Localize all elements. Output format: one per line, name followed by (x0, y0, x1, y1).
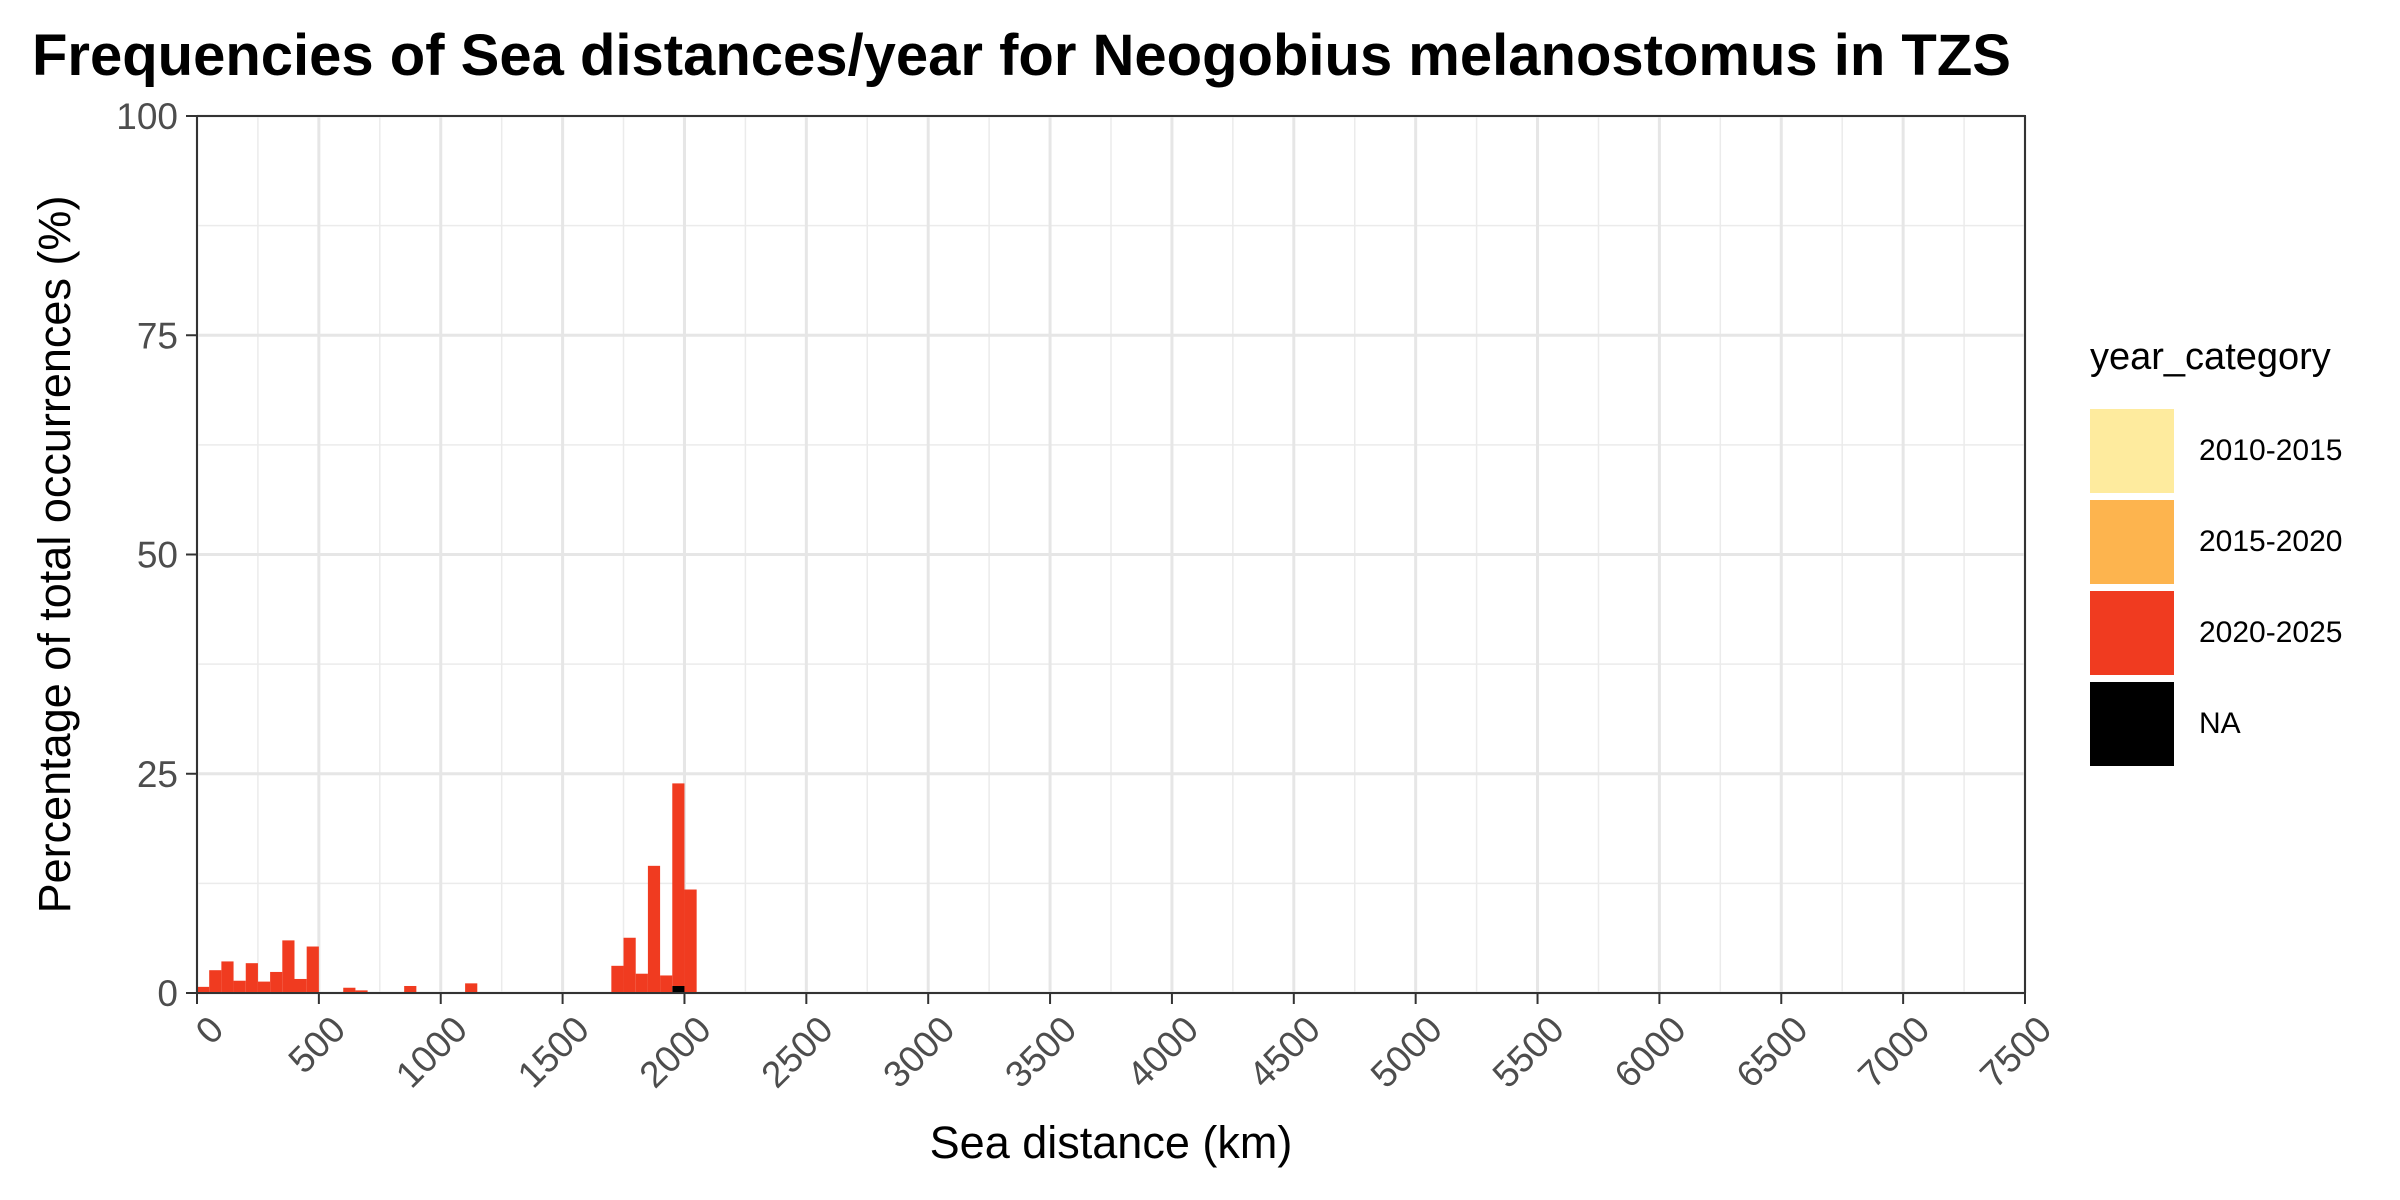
bar-2020-2025 (233, 980, 246, 993)
bar-2020-2025 (294, 978, 307, 993)
bar-2020-2025 (197, 986, 210, 993)
chart-title: Frequencies of Sea distances/year for Ne… (32, 23, 2011, 88)
bar-2020-2025 (404, 985, 417, 993)
bar-2020-2025 (209, 970, 222, 993)
legend-label: 2015-2020 (2199, 524, 2343, 558)
bar-2020-2025 (270, 971, 283, 993)
bar-2020-2025 (672, 783, 685, 986)
legend-swatch (2090, 590, 2174, 675)
x-tick-label: 3500 (997, 1008, 1084, 1095)
y-tick-label: 0 (157, 973, 178, 1014)
legend: year_category 2010-2015 2015-2020 2020-202… (2090, 336, 2342, 769)
legend-swatch (2090, 681, 2174, 766)
legend-item: 2010-2015 (2090, 405, 2342, 496)
x-tick-label: 1000 (388, 1008, 475, 1095)
bar-2020-2025 (355, 990, 368, 993)
bars (197, 783, 697, 993)
legend-swatch (2090, 499, 2174, 584)
y-tick-label: 100 (116, 96, 178, 137)
x-tick-label: 4000 (1119, 1008, 1206, 1095)
x-tick-label: 1500 (510, 1008, 597, 1095)
legend-swatch (2090, 408, 2174, 493)
bar-2020-2025 (623, 937, 636, 993)
x-tick-label: 7000 (1850, 1008, 1937, 1095)
bar-2020-2025 (660, 975, 673, 993)
bar-2020-2025 (221, 961, 234, 993)
x-tick-label: 5000 (1363, 1008, 1450, 1095)
bar-2020-2025 (635, 973, 648, 993)
legend-label: 2020-2025 (2199, 615, 2343, 649)
bar-2020-2025 (684, 889, 697, 993)
bar-2020-2025 (343, 987, 356, 993)
x-tick-label: 0 (188, 1008, 232, 1052)
x-tick-label: 2500 (753, 1008, 840, 1095)
y-tick-label: 75 (137, 315, 178, 356)
bar-na (672, 985, 685, 993)
x-tick-label: 3000 (875, 1008, 962, 1095)
legend-label: 2010-2015 (2199, 433, 2343, 467)
legend-title: year_category (2090, 336, 2331, 378)
x-tick-label: 5500 (1485, 1008, 1572, 1095)
legend-item: 2015-2020 (2090, 496, 2342, 587)
x-tick-label: 6500 (1728, 1008, 1815, 1095)
x-tick-label: 500 (281, 1008, 354, 1081)
bar-2020-2025 (245, 963, 258, 993)
x-axis-label: Sea distance (km) (930, 1117, 1293, 1168)
bar-2020-2025 (257, 981, 271, 993)
y-axis-label: Percentage of total occurrences (%) (29, 196, 80, 914)
x-tick-label: 6000 (1607, 1008, 1694, 1095)
y-tick-label: 25 (137, 754, 178, 795)
bar-2020-2025 (611, 965, 624, 993)
legend-item: NA (2090, 678, 2342, 769)
legend-items: 2010-2015 2015-2020 2020-2025 NA (2090, 405, 2342, 769)
x-tick-label: 4500 (1241, 1008, 1328, 1095)
legend-label: NA (2199, 706, 2241, 740)
x-tick-label: 2000 (632, 1008, 719, 1095)
bar-2020-2025 (306, 946, 319, 993)
bar-2020-2025 (282, 940, 295, 993)
y-tick-label: 50 (137, 535, 178, 576)
bar-2020-2025 (647, 865, 661, 993)
grid-lines (195, 114, 2027, 995)
bar-2020-2025 (465, 983, 478, 993)
legend-item: 2020-2025 (2090, 587, 2342, 678)
x-tick-label: 7500 (1972, 1008, 2059, 1095)
